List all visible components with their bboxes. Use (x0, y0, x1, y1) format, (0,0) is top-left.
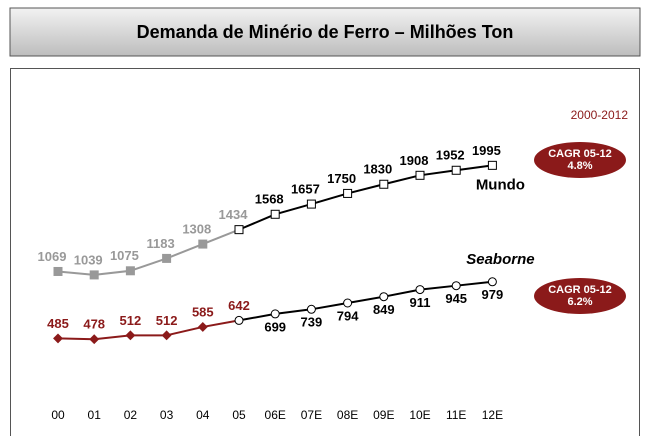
data-label: 512 (120, 313, 142, 328)
marker (451, 281, 461, 291)
line-segment (202, 319, 240, 328)
x-tick-label: 02 (124, 408, 138, 422)
data-label: 1995 (472, 143, 501, 158)
marker (306, 304, 316, 314)
data-label: 485 (47, 316, 69, 331)
line-segment (311, 192, 348, 206)
line-segment (202, 228, 240, 246)
marker (125, 266, 135, 276)
cagr-value: 6.2% (567, 296, 592, 308)
marker (198, 239, 208, 249)
x-tick-label: 01 (88, 408, 102, 422)
data-label: 1657 (291, 182, 320, 197)
subtitle: 2000-2012 (571, 108, 629, 122)
marker (343, 188, 353, 198)
data-label: 642 (228, 298, 250, 313)
line-segment (166, 325, 204, 337)
data-label: 1908 (400, 153, 429, 168)
x-tick-label: 03 (160, 408, 174, 422)
data-label: 1568 (255, 192, 284, 207)
x-tick-label: 09E (373, 408, 394, 422)
marker (162, 253, 172, 263)
line-segment (419, 169, 457, 177)
cagr-title: CAGR 05-12 (548, 148, 612, 160)
x-tick-label: 08E (337, 408, 358, 422)
line-segment (383, 288, 421, 298)
x-tick-label: 11E (446, 408, 466, 422)
cagr-badge (534, 142, 626, 178)
data-label: 512 (156, 313, 178, 328)
data-label: 1075 (110, 248, 139, 263)
plot-frame (10, 68, 640, 436)
data-label: 979 (482, 287, 504, 302)
data-label: 699 (264, 319, 286, 334)
marker (379, 292, 389, 302)
marker (270, 209, 280, 219)
line-segment (238, 213, 276, 231)
marker (306, 199, 316, 209)
data-label: 478 (83, 317, 105, 332)
line-segment (419, 284, 457, 291)
data-label: 1183 (146, 236, 174, 251)
line-segment (57, 270, 95, 276)
marker (379, 179, 389, 189)
line-segment (94, 269, 131, 276)
line-segment (238, 312, 276, 322)
data-label: 911 (410, 295, 431, 310)
cagr-badge (534, 278, 626, 314)
x-tick-label: 06E (265, 408, 286, 422)
line-segment (456, 164, 493, 172)
line-segment (311, 302, 348, 311)
data-label: 794 (337, 308, 359, 323)
line-segment (274, 203, 312, 216)
x-tick-label: 10E (409, 408, 430, 422)
data-label: 739 (301, 315, 323, 330)
marker (89, 270, 99, 280)
line-segment (347, 183, 385, 195)
cagr-title: CAGR 05-12 (548, 284, 612, 296)
data-label: 1039 (74, 252, 103, 267)
data-label: 1434 (219, 207, 249, 222)
line-segment (130, 257, 167, 272)
data-label: 849 (373, 302, 395, 317)
series-label: Seaborne (466, 251, 534, 268)
data-label: 1308 (182, 222, 211, 237)
line-segment (456, 280, 493, 287)
line-segment (166, 243, 204, 260)
line-segment (275, 308, 312, 315)
marker (487, 277, 497, 287)
series-label: Mundo (476, 176, 525, 193)
x-tick-label: 07E (301, 408, 322, 422)
data-label: 1830 (363, 162, 392, 177)
marker (343, 298, 353, 308)
marker (487, 160, 497, 170)
data-label: 1750 (327, 171, 356, 186)
data-label: 945 (445, 291, 467, 306)
line-segment (57, 337, 95, 341)
chart-title: Demanda de Minério de Ferro – Milhões To… (137, 22, 514, 42)
marker (234, 225, 244, 235)
x-tick-label: 05 (232, 408, 246, 422)
line-segment (94, 334, 131, 341)
marker (53, 266, 63, 276)
data-label: 1952 (436, 148, 465, 163)
marker (415, 170, 425, 180)
x-tick-label: 04 (196, 408, 210, 422)
marker (161, 330, 172, 341)
x-tick-label: 12E (482, 408, 503, 422)
marker (451, 165, 461, 175)
data-label: 1069 (38, 249, 67, 264)
line-segment (347, 295, 384, 304)
marker (270, 309, 280, 319)
x-tick-label: 00 (51, 408, 65, 422)
line-segment (383, 174, 421, 186)
title-box (9, 7, 641, 57)
cagr-value: 4.8% (567, 160, 592, 172)
marker (415, 285, 425, 295)
marker (197, 322, 208, 332)
data-label: 585 (192, 304, 214, 319)
marker (234, 315, 244, 325)
